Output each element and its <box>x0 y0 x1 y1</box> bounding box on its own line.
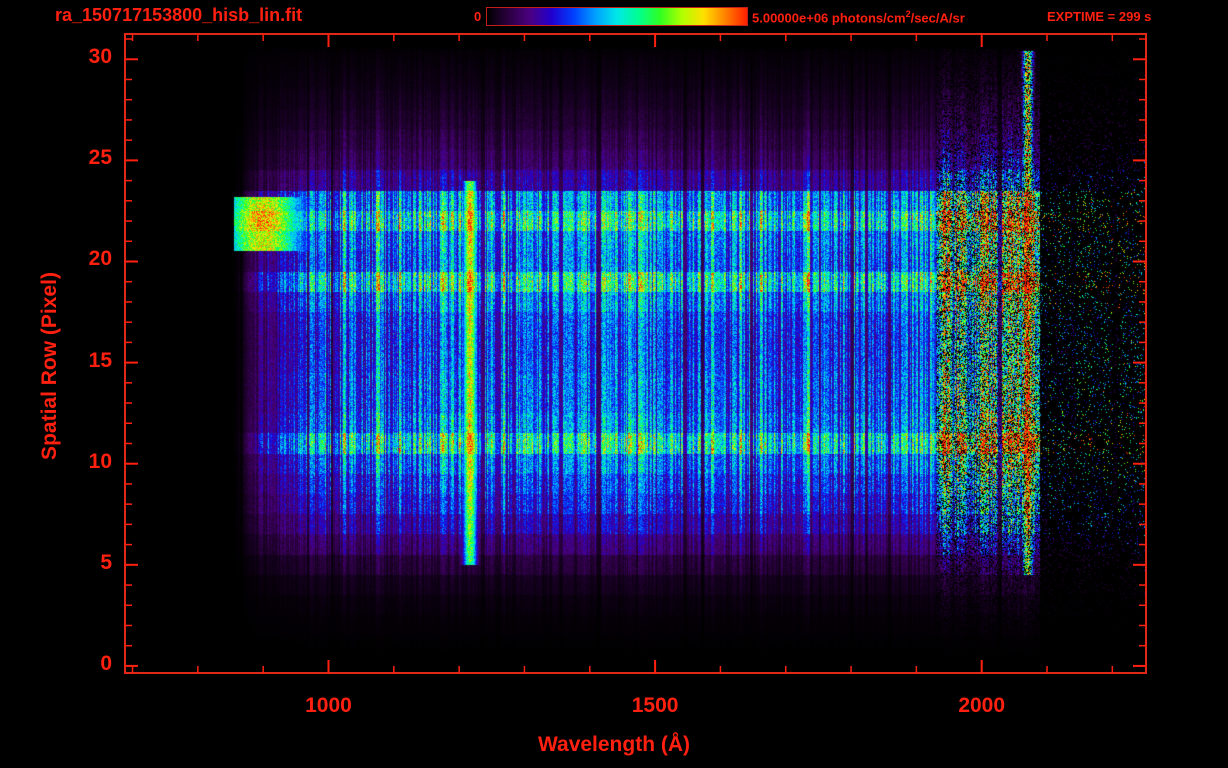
y-tick-label: 20 <box>88 247 112 271</box>
x-axis-title: Wavelength (Å) <box>537 733 691 756</box>
y-tick-label: 25 <box>88 146 112 170</box>
y-tick-label: 0 <box>100 651 112 675</box>
plot-frame <box>124 33 1147 674</box>
y-tick-label: 15 <box>88 348 112 372</box>
colorbar-min-label: 0 <box>474 9 482 24</box>
page-title: ra_150717153800_hisb_lin.fit <box>55 5 303 25</box>
x-tick-label: 1500 <box>631 694 679 717</box>
x-tick-label: 2000 <box>958 694 1006 717</box>
y-axis-title: Spatial Row (Pixel) <box>38 272 61 460</box>
colorbar-max-value: 5.00000e+06 photons/cm <box>752 10 906 26</box>
y-tick-label: 10 <box>88 449 112 473</box>
y-tick-label: 5 <box>100 550 112 574</box>
y-tick-label: 30 <box>88 45 112 69</box>
colorbar <box>486 7 748 26</box>
colorbar-max-unit-tail: /sec/A/sr <box>910 10 965 26</box>
colorbar-max-label: 5.00000e+06 photons/cm2/sec/A/sr <box>752 9 965 25</box>
spectrogram-image <box>126 35 1145 672</box>
x-tick-label: 1000 <box>305 694 352 717</box>
colorbar-max-exponent: 2 <box>905 9 911 19</box>
colorbar-gradient <box>487 8 747 25</box>
exptime-label: EXPTIME = 299 s <box>1047 9 1152 24</box>
